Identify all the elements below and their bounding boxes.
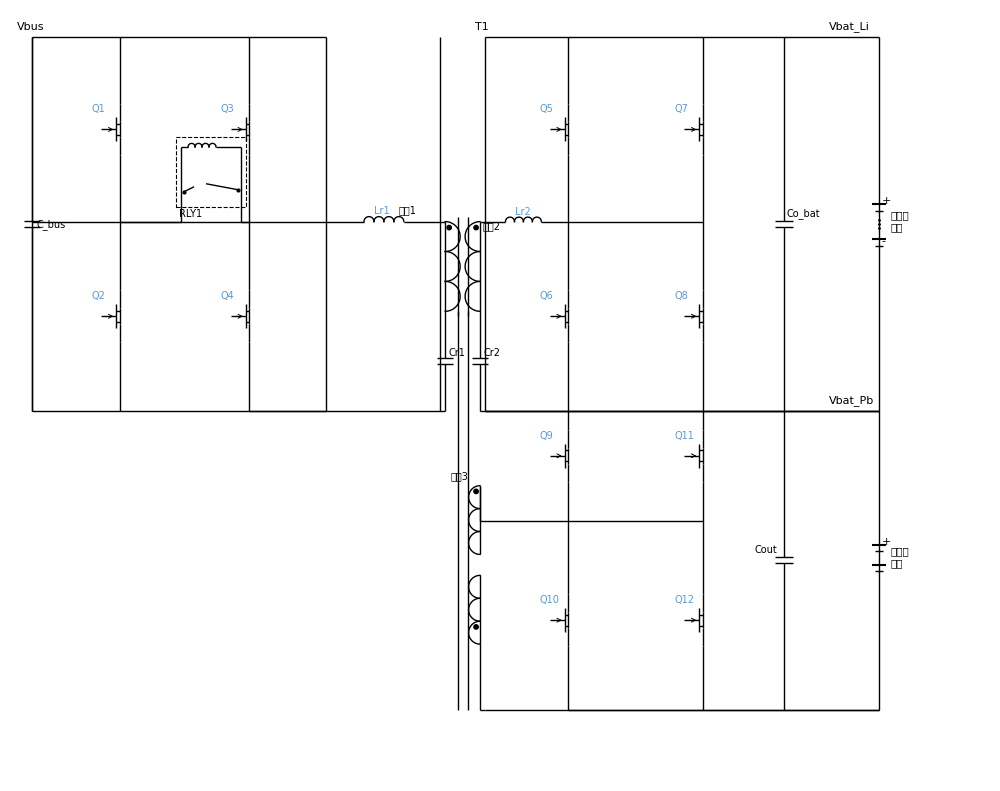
Circle shape — [447, 225, 451, 229]
Text: RLY1: RLY1 — [179, 209, 202, 218]
Circle shape — [474, 489, 478, 494]
Text: Cr1: Cr1 — [448, 348, 465, 358]
Text: 绕组3: 绕组3 — [450, 471, 468, 481]
Text: Q5: Q5 — [540, 104, 554, 115]
Text: 动力电
池组: 动力电 池组 — [891, 210, 909, 232]
Text: Vbat_Li: Vbat_Li — [829, 21, 870, 32]
Text: Lr1: Lr1 — [374, 206, 390, 216]
Text: Q1: Q1 — [91, 104, 105, 115]
Circle shape — [474, 625, 478, 629]
Text: Co_bat: Co_bat — [787, 208, 821, 219]
Text: 绕组1: 绕组1 — [399, 206, 417, 216]
Text: Q9: Q9 — [540, 431, 554, 441]
Bar — [176, 137, 246, 206]
Text: Q6: Q6 — [540, 291, 554, 301]
Text: Cr2: Cr2 — [483, 348, 500, 358]
Text: T1: T1 — [475, 22, 489, 32]
Text: Vbus: Vbus — [17, 22, 44, 32]
Text: Q2: Q2 — [91, 291, 105, 301]
Text: Vbat_Pb: Vbat_Pb — [829, 395, 874, 406]
Text: Q8: Q8 — [674, 291, 688, 301]
Text: Q10: Q10 — [540, 596, 560, 605]
Text: Q7: Q7 — [674, 104, 688, 115]
Text: Lr2: Lr2 — [515, 206, 531, 217]
Text: Q11: Q11 — [674, 431, 694, 441]
Text: -: - — [882, 236, 886, 246]
Text: 绕组2: 绕组2 — [482, 221, 500, 232]
Text: Q4: Q4 — [221, 291, 235, 301]
Text: Q3: Q3 — [221, 104, 235, 115]
Text: +: + — [882, 196, 891, 206]
Text: Cout: Cout — [754, 546, 777, 555]
Text: 车载蓄
电池: 车载蓄 电池 — [891, 547, 909, 568]
Text: +: + — [882, 537, 891, 547]
Text: C_bus: C_bus — [37, 218, 66, 229]
Circle shape — [474, 225, 478, 229]
Text: Q12: Q12 — [674, 596, 694, 605]
